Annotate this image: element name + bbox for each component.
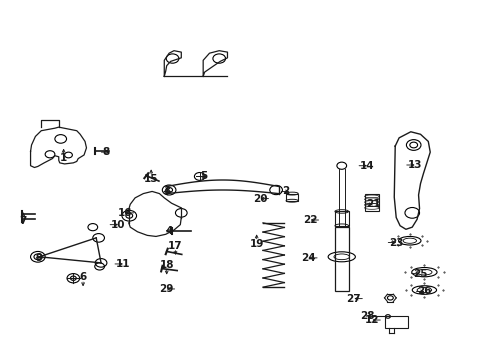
Text: 24: 24 xyxy=(301,253,315,263)
Text: 1: 1 xyxy=(60,153,67,163)
Text: 9: 9 xyxy=(35,253,42,263)
Text: 22: 22 xyxy=(302,215,317,225)
Text: 11: 11 xyxy=(116,259,130,269)
Bar xyxy=(384,316,407,328)
Text: 25: 25 xyxy=(412,269,427,279)
Text: 3: 3 xyxy=(163,186,170,197)
Text: 15: 15 xyxy=(143,174,158,184)
Text: 19: 19 xyxy=(249,239,264,249)
Text: 23: 23 xyxy=(388,238,403,248)
Text: 27: 27 xyxy=(346,294,361,303)
Text: 20: 20 xyxy=(252,194,267,203)
Bar xyxy=(285,194,298,201)
Text: 17: 17 xyxy=(168,241,183,251)
Text: 4: 4 xyxy=(165,226,172,236)
Text: 26: 26 xyxy=(417,287,431,296)
Text: 28: 28 xyxy=(359,311,373,321)
Bar xyxy=(334,211,348,226)
Text: 18: 18 xyxy=(159,260,174,270)
Text: 8: 8 xyxy=(102,147,109,157)
Bar xyxy=(364,194,378,211)
Text: 2: 2 xyxy=(282,186,289,197)
Text: 14: 14 xyxy=(360,161,374,171)
Text: 7: 7 xyxy=(20,216,27,226)
Text: 6: 6 xyxy=(79,272,86,282)
Text: 12: 12 xyxy=(364,315,378,325)
Bar xyxy=(334,227,348,292)
Text: 16: 16 xyxy=(118,208,132,218)
Text: 5: 5 xyxy=(200,171,206,181)
Text: 29: 29 xyxy=(159,284,173,294)
Text: 13: 13 xyxy=(407,160,422,170)
Text: 10: 10 xyxy=(111,220,125,230)
Text: 21: 21 xyxy=(366,199,380,209)
